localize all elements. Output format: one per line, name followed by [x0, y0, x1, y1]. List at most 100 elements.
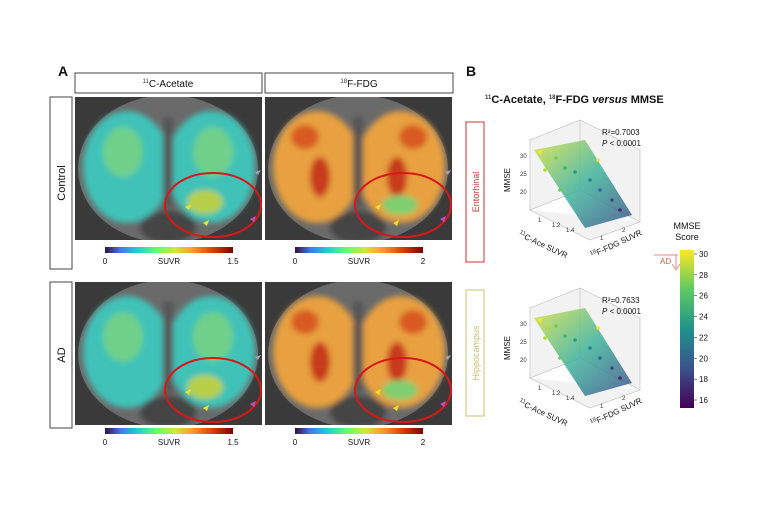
- region-label: Hippocampus: [471, 325, 481, 381]
- superscript: 11: [518, 398, 527, 406]
- fit-plane: [534, 140, 632, 228]
- row-header-box: [49, 96, 73, 270]
- colorbar-min: 0: [103, 438, 108, 447]
- axis-text: C-Ace SUVR: [523, 400, 569, 428]
- scatter-dot: [596, 158, 600, 162]
- scatter-dot: [573, 170, 577, 174]
- x-tick: 1.4: [566, 396, 575, 402]
- p-symbol: P: [602, 139, 608, 148]
- colorbar-title: Score: [675, 232, 699, 242]
- colorbar-tick-label: 20: [699, 354, 708, 363]
- colorbar-min: 0: [103, 257, 108, 266]
- z-tick: 25: [520, 172, 527, 178]
- colorbar-max: 2: [421, 438, 426, 447]
- suvr-colorbar: [295, 428, 423, 434]
- scatter-dot: [588, 346, 592, 350]
- colorbar-label: SUVR: [348, 257, 370, 266]
- region-label: Entorhinal: [471, 172, 481, 213]
- plot-3d: R²=0.7003 P < 0.0001 MMSE 30 25 20 1 1.2 1.4 1 2 11…: [503, 119, 643, 261]
- column-name: F-FDG: [347, 79, 378, 90]
- panel-title: 11C-Acetate, 18F-FDG versus MMSE: [485, 94, 664, 106]
- colorbar-tick-label: 22: [699, 333, 708, 342]
- title-part: MMSE: [628, 94, 664, 106]
- fit-r2: R²=0.7633: [602, 296, 640, 305]
- scatter-dot: [558, 188, 562, 192]
- x-tick: 1.4: [566, 228, 575, 234]
- z-axis-label: MMSE: [503, 336, 512, 360]
- z-tick: 30: [520, 322, 527, 328]
- superscript: 11: [485, 95, 492, 101]
- scatter-dot: [538, 150, 542, 154]
- p-value: < 0.0001: [607, 307, 641, 316]
- title-part: F-FDG: [556, 94, 593, 106]
- x-axis-label: 11C-Ace SUVR: [517, 398, 569, 429]
- z-tick: 25: [520, 340, 527, 346]
- suvr-colorbar: [105, 428, 233, 434]
- colorbar-tick-label: 26: [699, 292, 708, 301]
- scatter-dot: [618, 376, 622, 380]
- z-axis-label: MMSE: [503, 168, 512, 192]
- brain-image: [75, 95, 262, 243]
- x-tick: 1: [538, 386, 542, 392]
- scatter-dot: [543, 336, 547, 340]
- scatter-dot: [573, 338, 577, 342]
- scatter-dot: [543, 168, 547, 172]
- column-header: 18F-FDG: [340, 79, 377, 90]
- column-header-box: [74, 72, 263, 94]
- panel-b: B 11C-Acetate, 18F-FDG versus MMSE Entor…: [465, 63, 708, 429]
- colorbar-tick-label: 24: [699, 313, 708, 322]
- scatter-dot: [618, 208, 622, 212]
- scatter-dot: [610, 366, 614, 370]
- brain-image: [265, 280, 452, 428]
- colorbar-tick-label: 16: [699, 396, 708, 405]
- colorbar-tick-label: 18: [699, 375, 708, 384]
- row-header: Control: [56, 165, 68, 200]
- mmse-colorbar: [680, 250, 694, 408]
- scatter-dot: [610, 198, 614, 202]
- brain-image: [265, 95, 452, 243]
- superscript: 18: [589, 249, 598, 258]
- p-value: < 0.0001: [607, 139, 641, 148]
- y-tick: 2: [622, 228, 626, 234]
- scatter-dot: [554, 156, 558, 160]
- superscript: 11: [518, 230, 527, 238]
- colorbar-min: 0: [293, 438, 298, 447]
- colorbar-label: SUVR: [158, 438, 180, 447]
- x-axis-label: 11C-Ace SUVR: [517, 230, 569, 261]
- column-header: 11C-Acetate: [143, 79, 194, 90]
- scatter-dot: [588, 178, 592, 182]
- colorbar-max: 1.5: [227, 438, 239, 447]
- y-tick: 1: [600, 236, 604, 242]
- panel-label: B: [466, 63, 476, 79]
- colorbar-title: MMSE: [674, 221, 701, 231]
- panel-label: A: [58, 63, 68, 79]
- region-box: [465, 289, 485, 417]
- suvr-colorbar: [105, 247, 233, 253]
- superscript: 18: [589, 417, 598, 426]
- colorbar-max: 2: [421, 257, 426, 266]
- plot-3d: R²=0.7633 P < 0.0001 MMSE 30 25 20 1 1.2 1.4 1 2 11…: [503, 287, 643, 429]
- colorbar-label: SUVR: [158, 257, 180, 266]
- colorbar-label: SUVR: [348, 438, 370, 447]
- scatter-dot: [598, 188, 602, 192]
- scatter-dot: [546, 158, 550, 162]
- y-tick: 2: [622, 396, 626, 402]
- column-header-box: [264, 72, 454, 94]
- superscript: 18: [340, 79, 347, 85]
- title-part: versus: [592, 94, 627, 106]
- scatter-dot: [563, 166, 567, 170]
- scatter-dot: [546, 326, 550, 330]
- colorbar-tick-label: 30: [699, 250, 708, 259]
- title-part: C-Acetate,: [491, 94, 548, 106]
- scatter-dot: [596, 326, 600, 330]
- p-symbol: P: [602, 307, 608, 316]
- brain-image: [75, 280, 262, 428]
- row-header-box: [49, 281, 73, 429]
- colorbar-min: 0: [293, 257, 298, 266]
- ad-arrow: [654, 254, 681, 271]
- y-tick: 1: [600, 404, 604, 410]
- colorbar-tick-label: 28: [699, 271, 708, 280]
- z-tick: 30: [520, 154, 527, 160]
- superscript: 11: [143, 79, 150, 85]
- panel-a: A 11C-Acetate 18F-FDG Control AD 0 SUVR 1.…: [49, 63, 454, 447]
